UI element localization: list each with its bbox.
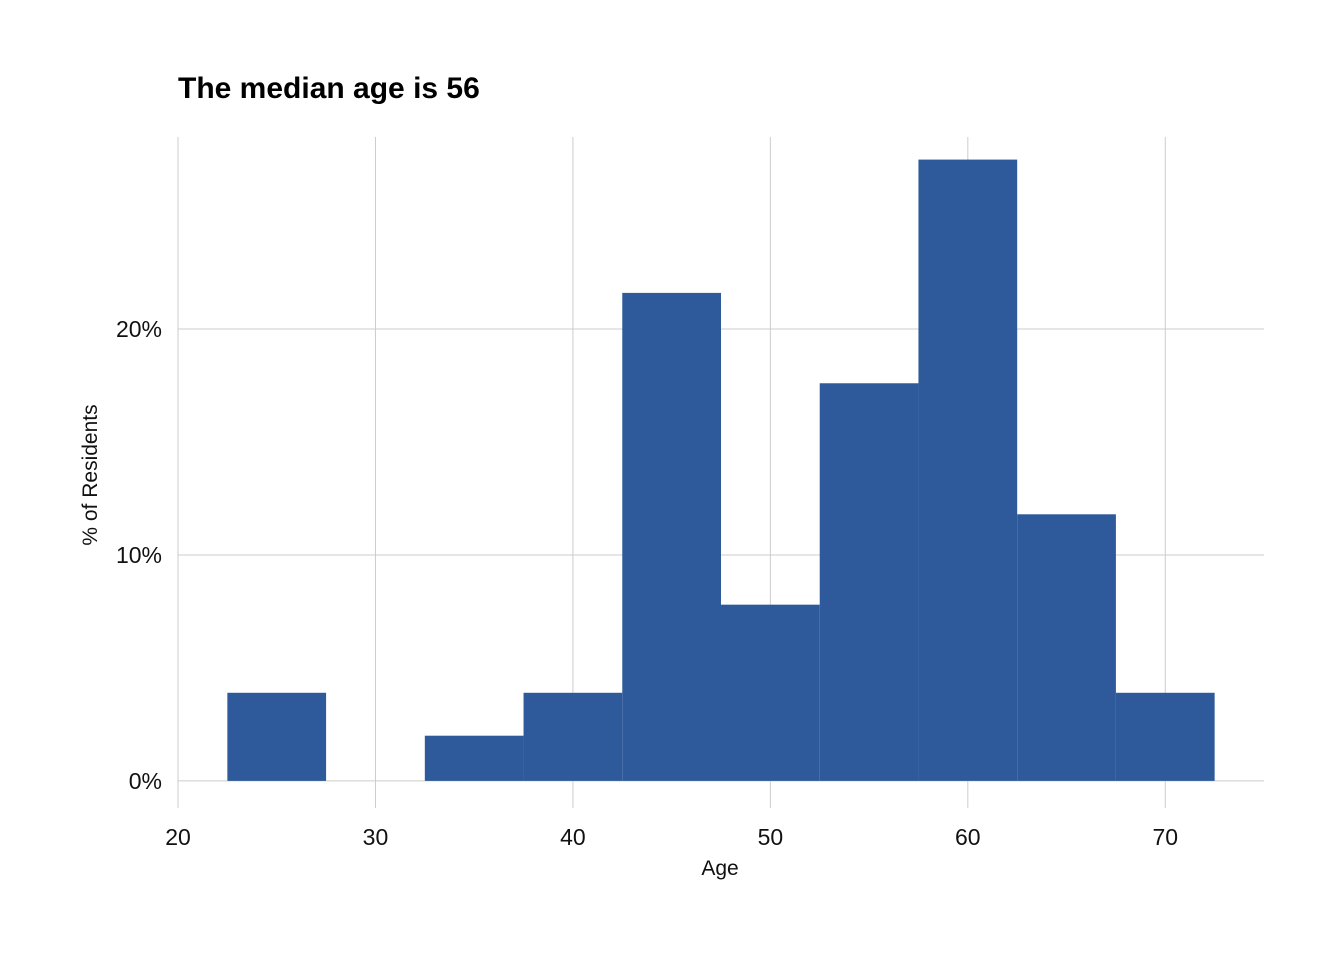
x-tick-label-60: 60 [955,824,981,850]
histogram-bar-25 [227,692,327,781]
histogram-bar-55 [819,383,919,781]
x-tick-label-30: 30 [363,824,389,850]
histogram-bar-70 [1115,692,1215,781]
x-tick-label-40: 40 [560,824,586,850]
x-tick-label-20: 20 [165,824,191,850]
y-tick-label-0: 0% [129,768,162,794]
tick-labels: 20 30 40 50 60 70 0% 10% 20% [116,316,1178,850]
histogram-bar-50 [721,604,820,781]
y-axis-label: % of Residents [79,404,102,545]
x-tick-label-70: 70 [1152,824,1178,850]
histogram-bar-45 [622,292,721,781]
histogram-bar-60 [918,159,1018,781]
y-tick-label-20: 20% [116,316,162,342]
x-axis-label: Age [701,857,738,880]
histogram-bar-65 [1017,514,1116,781]
histogram-bars [227,159,1215,781]
chart-title: The median age is 56 [178,72,480,105]
x-tick-label-50: 50 [758,824,784,850]
histogram-bar-35 [424,735,524,781]
histogram-bar-40 [523,692,623,781]
y-tick-label-10: 10% [116,542,162,568]
